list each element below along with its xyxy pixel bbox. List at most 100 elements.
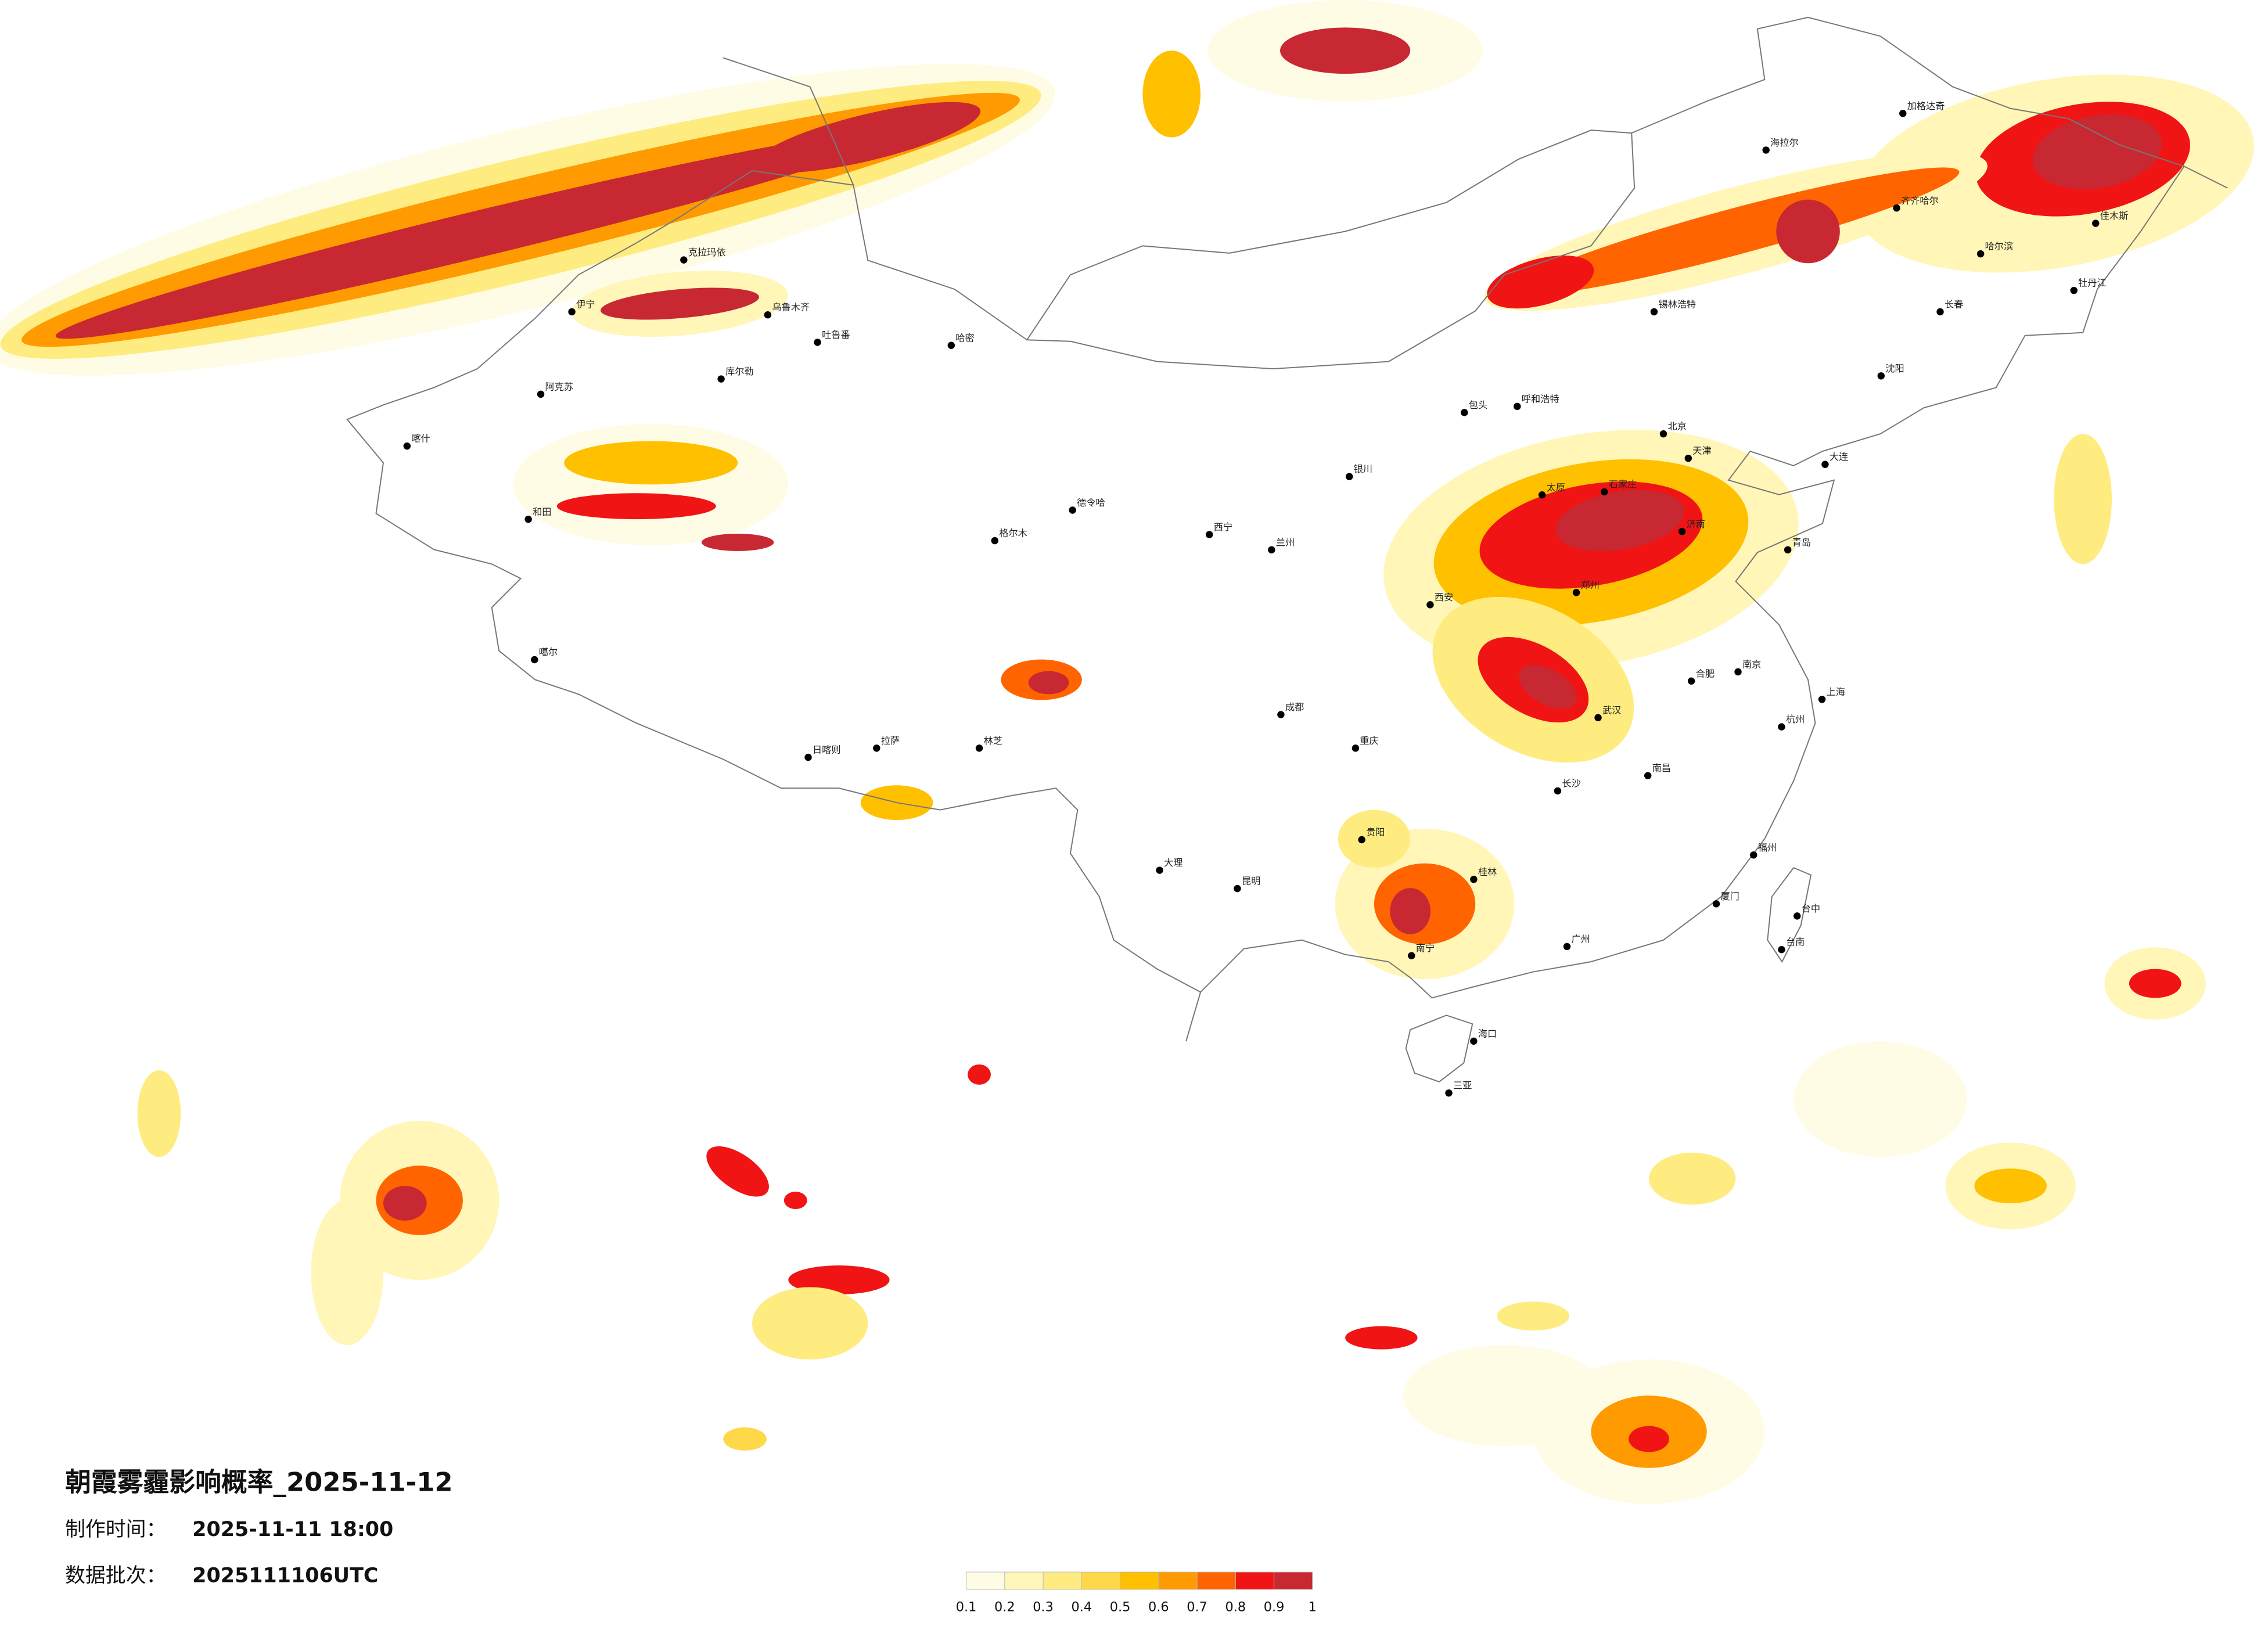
probability-area [706,1146,769,1197]
city-label: 长沙 [1562,778,1580,789]
probability-area [1487,256,1594,309]
taiwan-border [1767,867,1812,963]
city-label: 克拉玛依 [688,247,726,258]
city-dot [2070,286,2078,294]
city-dot [1268,546,1275,554]
probability-area [556,493,716,520]
colorbar-box [1196,1571,1236,1590]
city-label: 日喀则 [813,744,841,756]
colorbar-tick-label: 0.8 [1225,1599,1246,1614]
data-batch-value: 2025111106UTC [192,1564,378,1588]
city-label: 海拉尔 [1770,137,1799,148]
probability-area [701,533,774,551]
probability-area [1390,888,1431,934]
city-dot [1563,942,1571,951]
city-dot [1514,402,1521,411]
probability-layer [0,0,2254,1505]
city-label: 昆明 [1242,876,1260,887]
map-title: 朝霞雾霾影响概率_2025-11-12 [65,1467,453,1498]
colorbar-tick-label: 0.6 [1148,1599,1169,1614]
city-label: 齐齐哈尔 [1901,195,1939,206]
city-dot [531,656,538,664]
city-label: 佳木斯 [2100,210,2129,221]
city-dot [1976,250,1985,258]
colorbar-tick-label: 0.2 [994,1599,1015,1614]
city-label: 天津 [1692,445,1711,456]
city-label: 西安 [1435,592,1453,603]
city-dot [717,375,725,383]
city-dot [1893,204,1900,212]
production-time-value: 2025-11-11 18:00 [192,1518,393,1541]
probability-area [1497,1301,1570,1331]
probability-area [2054,434,2112,564]
city-label: 石家庄 [1609,479,1637,490]
city-dot [1156,866,1163,874]
city-label: 重庆 [1360,735,1378,746]
city-dot [1712,900,1720,908]
probability-area [783,1192,807,1210]
colorbar-tick-label: 0.4 [1072,1599,1092,1614]
probability-area [311,1200,383,1346]
city-label: 桂林 [1478,866,1497,877]
probability-area [1028,671,1069,695]
city-label: 吐鲁番 [822,329,850,340]
colorbar-tick-label: 0.7 [1187,1599,1207,1614]
city-dot [1572,589,1580,596]
city-dot [1069,506,1076,514]
city-dot [2092,220,2100,227]
city-label: 海口 [1478,1028,1497,1039]
city-dot [991,537,999,545]
city-label: 大连 [1830,451,1848,462]
probability-area [1338,810,1411,868]
city-label: 长春 [1944,298,1963,310]
city-label: 成都 [1285,702,1304,713]
city-label: 济南 [1687,519,1705,530]
probability-area [1142,51,1201,138]
city-dot [804,753,812,761]
colorbar-tick-label: 0.5 [1110,1599,1131,1614]
city-dot [1899,110,1907,117]
city-dot [1821,461,1829,468]
city-dot [403,442,411,450]
colorbar-box [1120,1571,1159,1590]
city-dot [1687,677,1695,685]
city-dot [1470,876,1478,883]
probability-area [1512,167,1960,296]
china-border [346,16,2186,999]
probability-area [1974,1168,2047,1204]
city-label: 加格达奇 [1907,100,1945,111]
city-label: 锡林浩特 [1658,298,1696,310]
city-dot [1538,491,1546,499]
colorbar-box [1158,1571,1198,1590]
colorbar-box [1274,1571,1313,1590]
city-dot [1408,952,1415,959]
colorbar: 0.1 0.2 0.3 0.4 0.5 0.6 0.7 0.8 0.9 1 [956,1571,1317,1614]
city-label: 银川 [1354,463,1372,474]
city-label: 西宁 [1214,521,1232,533]
probability-area [1629,1426,1669,1452]
city-dot [524,516,532,523]
probability-area [383,1186,427,1221]
city-dot [1277,711,1285,718]
city-label: 格尔木 [999,528,1027,539]
city-label: 和田 [533,506,551,517]
city-label: 牡丹江 [2078,278,2107,289]
city-dot [1762,146,1770,154]
city-dot [680,256,688,264]
city-dot [1734,668,1742,676]
probability-area [755,102,981,173]
colorbar-box [1235,1571,1275,1590]
city-dot [1778,945,1785,954]
city-label: 南宁 [1416,942,1435,954]
data-batch-label: 数据批次： [65,1564,166,1588]
city-label: 林芝 [983,735,1002,746]
probability-area [1555,490,1684,552]
probability-area [752,1287,868,1360]
probability-area [564,441,738,485]
production-time-label: 制作时间： [65,1518,166,1541]
city-label: 呼和浩特 [1522,393,1559,404]
city-label: 合肥 [1696,668,1715,679]
probability-area [968,1064,991,1085]
colorbar-box [1081,1571,1121,1590]
